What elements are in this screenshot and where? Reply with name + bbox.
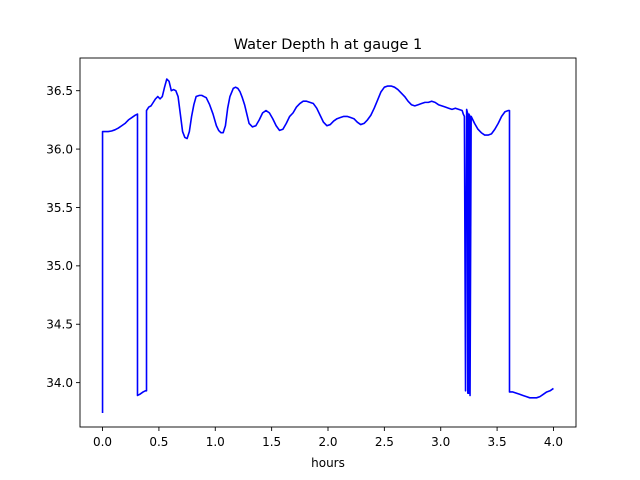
x-tick-label: 4.0 [544, 435, 563, 449]
plot-area [101, 78, 554, 413]
y-tick-label: 34.0 [46, 376, 73, 390]
x-tick-label: 3.5 [488, 435, 507, 449]
x-tick-label: 0.0 [93, 435, 112, 449]
y-tick-label: 35.5 [46, 201, 73, 215]
axes: 0.0 0.5 1.0 1.5 2.0 2.5 3.0 3.5 4.0 34.0 34.5 35.0 3… [46, 57, 577, 449]
x-tick-label: 1.5 [262, 435, 281, 449]
x-tick-label: 1.0 [206, 435, 225, 449]
x-tick-label: 0.5 [149, 435, 168, 449]
x-tick-label: 3.0 [431, 435, 450, 449]
x-axis-label: hours [311, 456, 345, 470]
x-tick-label: 2.5 [375, 435, 394, 449]
series-line-1 [101, 78, 554, 413]
y-tick-label: 34.5 [46, 318, 73, 332]
y-tick-label: 35.0 [46, 259, 73, 273]
chart-title: Water Depth h at gauge 1 [234, 37, 422, 53]
y-tick-label: 36.5 [46, 84, 73, 98]
x-tick-label: 2.0 [318, 435, 337, 449]
y-tick-label: 36.0 [46, 142, 73, 156]
